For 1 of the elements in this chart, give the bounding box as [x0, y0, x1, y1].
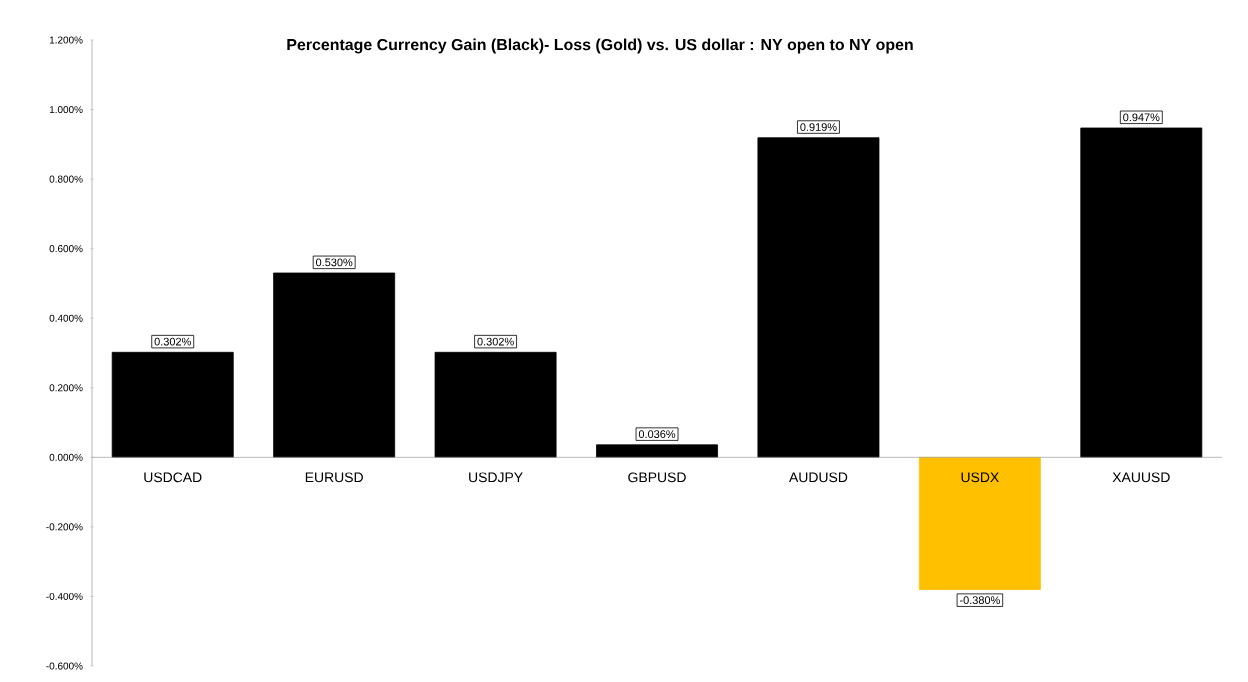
bar: [918, 456, 1041, 590]
